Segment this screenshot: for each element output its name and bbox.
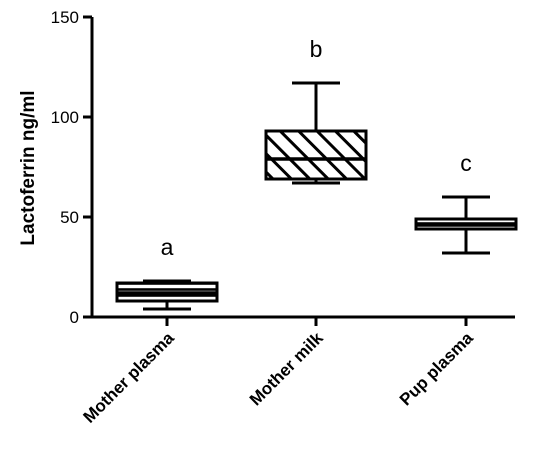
y-tick-label: 0 xyxy=(70,308,79,327)
category-label: Pup plasma xyxy=(396,328,477,409)
axes-group xyxy=(83,15,515,326)
y-tick-label: 150 xyxy=(51,8,79,27)
y-axis-title: Lactoferrin ng/ml xyxy=(18,90,39,245)
iqr-box xyxy=(264,129,368,181)
significance-label: a xyxy=(161,234,174,260)
category-label: Mother milk xyxy=(246,328,327,409)
boxes-group xyxy=(115,81,518,311)
box-mother-milk xyxy=(264,81,368,185)
significance-label: c xyxy=(460,150,472,176)
y-tick-label: 100 xyxy=(51,108,79,127)
y-tick-label: 50 xyxy=(60,208,79,227)
box-mother-plasma xyxy=(115,279,219,311)
box-pup-plasma xyxy=(414,195,518,255)
category-label: Mother plasma xyxy=(80,328,179,427)
significance-label: b xyxy=(310,36,323,62)
